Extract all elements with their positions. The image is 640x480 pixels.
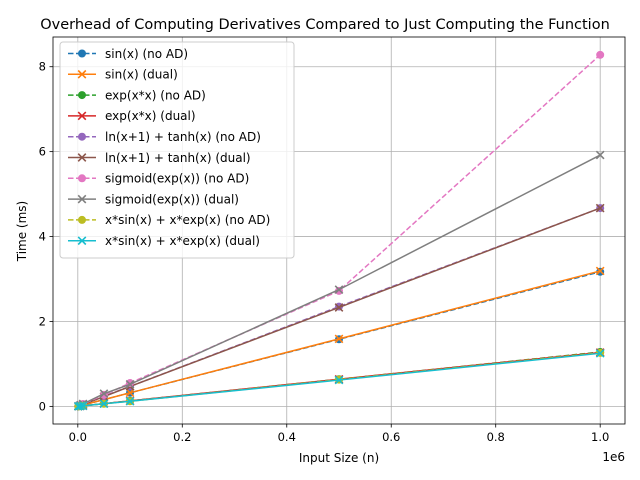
legend-label: sin(x) (dual)	[105, 68, 178, 82]
x-tick-label: 0.2	[173, 430, 191, 444]
legend-entry: sigmoid(exp(x)) (dual)	[68, 192, 239, 206]
x-tick-label: 0.8	[487, 430, 505, 444]
legend-entry: sin(x) (dual)	[68, 68, 178, 82]
x-axis-offset-label: 1e6	[602, 450, 625, 464]
legend-marker	[77, 111, 87, 121]
data-point	[334, 334, 344, 344]
legend-marker	[77, 69, 87, 79]
y-tick-label: 0	[39, 399, 46, 413]
x-tick-label: 0.0	[69, 430, 87, 444]
data-point	[99, 399, 109, 409]
data-point	[125, 388, 135, 398]
data-point	[595, 203, 605, 213]
y-tick-label: 2	[39, 314, 46, 328]
legend-marker	[77, 194, 87, 204]
ticks: 0.0 0.2 0.4 0.6 0.8 1.0 0 2 4 6 8	[39, 60, 610, 444]
legend-entry: ln(x+1) + tanh(x) (no AD)	[68, 130, 261, 144]
grid	[53, 37, 625, 424]
legend-entry: sin(x) (no AD)	[68, 47, 188, 61]
data-point	[125, 379, 135, 389]
data-point	[76, 401, 85, 411]
legend-label: sin(x) (no AD)	[105, 47, 188, 61]
legend: sin(x) (no AD) sin(x) (dual) exp(x*x) (no …	[59, 41, 295, 259]
legend-entry: ln(x+1) + tanh(x) (dual)	[68, 151, 251, 165]
series-9	[73, 348, 605, 411]
legend-marker	[77, 236, 87, 246]
legend-label: sigmoid(exp(x)) (dual)	[105, 192, 239, 206]
data-point	[334, 285, 344, 294]
legend-marker	[78, 215, 86, 224]
y-tick-label: 6	[39, 145, 46, 159]
x-tick-label: 0.6	[382, 430, 400, 444]
y-tick-label: 4	[39, 230, 46, 244]
data-point	[595, 348, 605, 358]
y-tick-label: 8	[39, 60, 46, 74]
data-point	[125, 396, 135, 406]
data-point	[334, 303, 344, 312]
legend-entry: x*sin(x) + x*exp(x) (dual)	[68, 234, 260, 248]
x-tick-label: 0.4	[278, 430, 296, 444]
x-axis-label: Input Size (n)	[299, 451, 379, 465]
legend-marker	[77, 153, 87, 162]
legend-marker	[78, 174, 86, 183]
legend-label: exp(x*x) (dual)	[105, 109, 196, 123]
x-tick-label: 1.0	[591, 430, 609, 444]
legend-label: ln(x+1) + tanh(x) (no AD)	[105, 130, 261, 144]
plot-frame	[52, 36, 626, 425]
legend-label: ln(x+1) + tanh(x) (dual)	[105, 151, 251, 165]
legend-label: exp(x*x) (no AD)	[105, 88, 206, 102]
series-layer	[73, 50, 605, 411]
data-point	[595, 266, 605, 276]
legend-label: x*sin(x) + x*exp(x) (dual)	[105, 234, 260, 248]
legend-marker	[78, 49, 86, 58]
legend-entry: exp(x*x) (no AD)	[68, 88, 206, 102]
data-point	[595, 150, 605, 160]
legend-label: sigmoid(exp(x)) (no AD)	[105, 172, 249, 186]
y-axis-label: Time (ms)	[15, 201, 29, 263]
legend-marker	[78, 132, 86, 141]
legend-entry: sigmoid(exp(x)) (no AD)	[68, 172, 249, 186]
legend-label: x*sin(x) + x*exp(x) (no AD)	[105, 213, 270, 227]
data-point	[78, 401, 88, 411]
legend-entry: x*sin(x) + x*exp(x) (no AD)	[68, 213, 270, 227]
data-point	[334, 375, 344, 385]
legend-entry: exp(x*x) (dual)	[68, 109, 196, 123]
legend-box	[59, 41, 295, 259]
legend-marker	[78, 91, 86, 100]
data-point	[596, 50, 605, 59]
data-point	[99, 389, 109, 399]
chart-title: Overhead of Computing Derivatives Compar…	[40, 17, 610, 33]
